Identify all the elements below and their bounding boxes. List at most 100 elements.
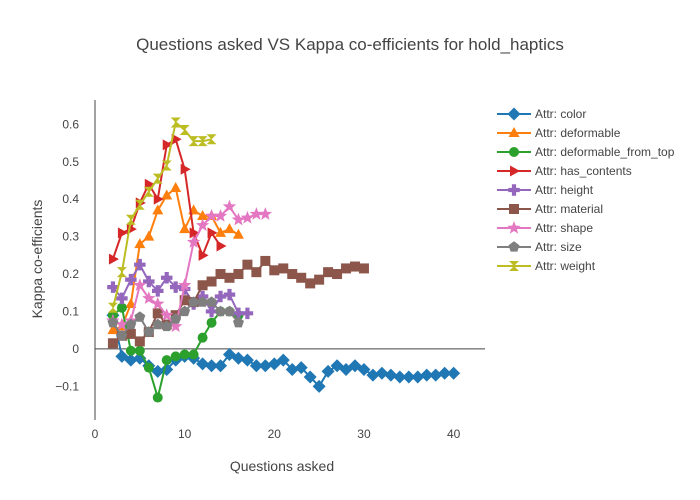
data-point [197, 136, 208, 147]
data-point [153, 193, 164, 205]
legend-item: Attr: weight [497, 259, 596, 273]
legend-marker [508, 127, 520, 137]
data-point [278, 263, 289, 274]
data-point [393, 370, 407, 384]
data-point [143, 362, 154, 373]
data-point [231, 212, 246, 226]
data-point [197, 280, 208, 291]
data-point [232, 307, 245, 320]
data-point [375, 366, 389, 380]
data-point [179, 349, 190, 360]
data-point [125, 328, 136, 339]
legend-item: Attr: has_contents [497, 164, 632, 178]
legend-marker [510, 165, 520, 177]
data-point [151, 364, 165, 378]
legend-item: Attr: color [497, 107, 586, 121]
data-point [233, 269, 244, 280]
data-point [152, 392, 163, 403]
legend-item: Attr: material [497, 202, 603, 216]
legend-marker [508, 184, 520, 196]
data-point [249, 359, 263, 373]
data-point [402, 370, 416, 384]
data-point [321, 364, 335, 378]
data-point [296, 272, 307, 283]
data-point [125, 214, 136, 225]
data-point [143, 186, 154, 197]
data-point [116, 292, 128, 305]
legend-item: Attr: height [497, 183, 594, 197]
legend-marker [508, 241, 520, 252]
legend-item: Attr: size [497, 240, 582, 254]
data-point [124, 353, 138, 367]
data-point [258, 359, 272, 373]
data-point [160, 272, 173, 284]
data-point [205, 305, 218, 318]
data-point [206, 296, 218, 307]
data-point [251, 267, 262, 278]
data-point [161, 189, 173, 200]
data-point [216, 240, 227, 252]
legend-label: Attr: weight [535, 259, 596, 273]
data-point [195, 218, 210, 232]
y-axis: −0.1 0 0.1 0.2 0.3 0.4 0.5 0.6 [55, 117, 79, 393]
data-point [260, 255, 271, 266]
x-tick-label: 40 [447, 427, 461, 441]
data-point [269, 265, 280, 276]
data-point [107, 316, 119, 328]
legend-marker [509, 204, 519, 214]
data-point [232, 228, 244, 239]
data-point [133, 278, 147, 291]
data-point [276, 353, 290, 367]
data-point [125, 273, 137, 286]
x-tick-label: 20 [268, 427, 282, 441]
data-point [294, 361, 308, 375]
data-point [438, 366, 452, 380]
legend-label: Attr: deformable [535, 126, 621, 140]
data-point [188, 349, 199, 360]
data-point [411, 370, 425, 384]
data-point [179, 305, 191, 317]
data-point [180, 163, 191, 175]
data-point [107, 324, 119, 335]
data-point [116, 330, 128, 341]
x-tick-label: 10 [178, 427, 192, 441]
data-point [115, 317, 129, 331]
data-point [287, 269, 298, 280]
data-point [171, 133, 182, 145]
legend-label: Attr: color [535, 107, 586, 121]
data-point [134, 238, 146, 249]
series-7 [107, 296, 244, 341]
legend-marker [507, 107, 521, 121]
data-point [215, 269, 226, 280]
series-3 [108, 133, 227, 265]
data-point [447, 366, 461, 380]
data-point [303, 370, 317, 384]
data-point [152, 285, 164, 297]
data-point [224, 305, 235, 317]
data-point [323, 267, 334, 278]
data-point [179, 223, 191, 234]
data-point [312, 379, 326, 393]
data-point [169, 319, 183, 333]
data-point [142, 291, 156, 305]
data-point [152, 173, 163, 184]
legend-item: Attr: deformable [497, 126, 621, 140]
chart-title: Questions asked VS Kappa co-efficients f… [136, 35, 564, 54]
plot-area [94, 100, 485, 420]
y-tick-label: 0.3 [62, 230, 79, 244]
data-point [170, 117, 181, 128]
legend-label: Attr: shape [535, 221, 593, 235]
data-point [197, 210, 209, 221]
legend-marker [509, 261, 519, 271]
data-point [107, 281, 119, 293]
data-point [188, 136, 199, 147]
data-point [223, 223, 235, 234]
data-point [384, 368, 398, 382]
data-point [231, 351, 245, 365]
data-point [206, 317, 217, 328]
data-point [285, 362, 299, 376]
legend-label: Attr: size [535, 240, 582, 254]
legend-item: Attr: shape [497, 221, 593, 235]
data-point [169, 281, 182, 293]
